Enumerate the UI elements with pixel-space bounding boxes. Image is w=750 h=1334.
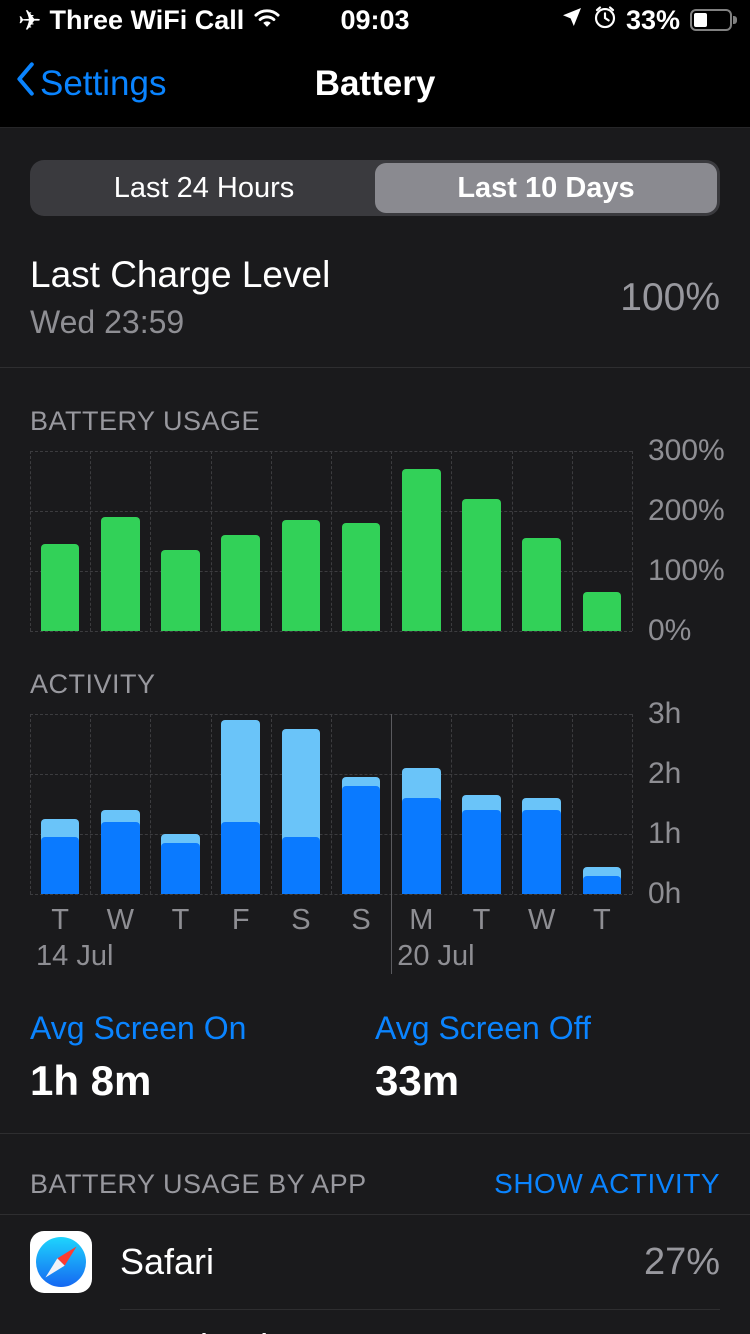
status-left: ✈ Three WiFi Call <box>18 4 375 37</box>
usage-by-app-title: BATTERY USAGE BY APP <box>30 1169 367 1199</box>
chart-bar-W-1[interactable] <box>101 822 140 894</box>
last-charge-title: Last Charge Level <box>30 254 331 295</box>
app-texts: Safari <box>120 1241 644 1283</box>
segment-last-24-hours[interactable]: Last 24 Hours <box>113 171 295 204</box>
x-tick-label: S <box>351 904 371 936</box>
battery-usage-yaxis: 300% 200% 100% 0% <box>632 434 725 647</box>
carrier-label: Three WiFi Call <box>49 4 245 35</box>
avg-screen-on-label: Avg Screen On <box>30 1010 247 1046</box>
chart-bar-S-4[interactable] <box>281 520 321 631</box>
date-label: 20 Jul <box>397 940 475 972</box>
chart-bar-W-8[interactable] <box>522 538 561 631</box>
chart-bar-S-5[interactable] <box>341 786 381 894</box>
app-texts: Facebook Notifications <box>120 1326 644 1334</box>
battery-usage-plot <box>30 451 633 632</box>
avg-screen-off-label: Avg Screen Off <box>375 1010 591 1046</box>
alarm-icon <box>592 4 618 37</box>
divider <box>0 1133 750 1134</box>
chart-bar-W-8[interactable] <box>522 810 561 894</box>
y-tick-label: 0h <box>648 877 682 910</box>
chart-bar-T-9[interactable] <box>582 876 622 894</box>
x-tick-label: M <box>409 904 434 936</box>
chart-bar-T-7[interactable] <box>462 499 501 631</box>
battery-usage-header: BATTERY USAGE <box>30 406 261 436</box>
segment-last-10-days[interactable]: Last 10 Days <box>375 163 717 213</box>
divider <box>0 367 750 368</box>
divider <box>0 1214 750 1215</box>
y-tick-label: 2h <box>648 757 682 790</box>
activity-date-labels: 14 Jul 20 Jul <box>30 938 632 980</box>
status-right: 33% <box>375 4 737 37</box>
chart-bar-F-3[interactable] <box>221 822 260 894</box>
activity-chart: T W T F S S M T W T 14 Jul 20 Jul 3h 2h 1h 0h <box>30 697 720 980</box>
safari-icon <box>30 1231 92 1293</box>
avg-screen-on: Avg Screen On 1h 8m <box>30 1010 375 1105</box>
y-tick-label: 0% <box>648 614 692 647</box>
chart-bar-M-6[interactable] <box>402 469 441 631</box>
chart-bar-F-3[interactable] <box>221 535 260 631</box>
chart-bar-T-9[interactable] <box>582 592 622 631</box>
wifi-icon <box>252 5 282 36</box>
y-tick-label: 200% <box>648 494 725 527</box>
battery-icon <box>690 9 737 31</box>
chart-bar-T-0[interactable] <box>40 544 80 631</box>
chart-bar-T-2[interactable] <box>161 843 200 894</box>
battery-usage-chart: 300% 200% 100% 0% <box>30 434 725 647</box>
chart-bar-T-7[interactable] <box>462 810 501 894</box>
x-tick-label: T <box>472 904 491 936</box>
content: Last 24 Hours Last 10 Days Last Charge L… <box>0 160 750 1334</box>
chart-bar-M-6[interactable] <box>402 798 441 894</box>
battery-percent-label: 33% <box>625 4 680 35</box>
x-tick-label: F <box>231 904 250 936</box>
y-tick-label: 300% <box>648 434 725 467</box>
chart-bar-W-1[interactable] <box>101 517 140 631</box>
last-charge-value: 100% <box>620 275 720 319</box>
averages-row: Avg Screen On 1h 8m Avg Screen Off 33m <box>30 1010 720 1133</box>
avg-screen-off-value: 33m <box>375 1057 460 1104</box>
x-tick-label: T <box>593 904 611 936</box>
y-tick-label: 3h <box>648 697 682 730</box>
divider <box>120 1309 720 1310</box>
activity-plot <box>30 714 633 895</box>
activity-header: ACTIVITY <box>30 669 156 699</box>
x-tick-label: S <box>291 904 311 936</box>
y-tick-label: 100% <box>648 554 725 587</box>
last-charge-row: Last Charge Level Wed 23:59 100% <box>30 254 720 367</box>
x-tick-label: T <box>51 904 69 936</box>
app-name: Facebook <box>120 1326 644 1334</box>
last-charge-texts: Last Charge Level Wed 23:59 <box>30 254 330 341</box>
app-name: Safari <box>120 1241 215 1282</box>
avg-screen-off: Avg Screen Off 33m <box>375 1010 720 1105</box>
x-tick-label: T <box>171 904 190 936</box>
time-range-segmented-control: Last 24 Hours Last 10 Days <box>30 160 720 216</box>
x-tick-label: W <box>106 904 134 936</box>
usage-by-app-header-row: BATTERY USAGE BY APP SHOW ACTIVITY <box>30 1168 720 1214</box>
chart-bar-S-5[interactable] <box>341 523 381 631</box>
show-activity-button[interactable]: SHOW ACTIVITY <box>494 1168 720 1199</box>
app-percent: 27% <box>643 1240 720 1283</box>
activity-yaxis: 3h 2h 1h 0h <box>632 697 720 910</box>
last-charge-subtitle: Wed 23:59 <box>30 304 185 340</box>
page-title: Battery <box>314 63 436 103</box>
back-button[interactable]: Settings <box>0 61 166 106</box>
chart-bar-S-4[interactable] <box>281 837 321 894</box>
app-row-safari[interactable]: Safari 27% <box>30 1215 720 1309</box>
location-arrow-icon <box>560 5 584 36</box>
nav-bar: Settings Battery <box>0 40 750 128</box>
back-label: Settings <box>40 63 167 103</box>
week-boundary-line <box>391 714 393 974</box>
chart-bar-T-2[interactable] <box>161 550 200 631</box>
status-bar: ✈ Three WiFi Call 09:03 <box>0 0 750 40</box>
back-chevron-icon <box>14 61 36 106</box>
y-tick-label: 1h <box>648 817 682 850</box>
chart-bar-T-0[interactable] <box>40 837 80 894</box>
airplane-icon: ✈ <box>18 4 42 36</box>
date-label: 14 Jul <box>36 940 114 972</box>
avg-screen-on-value: 1h 8m <box>30 1057 152 1104</box>
x-tick-label: W <box>528 904 556 936</box>
app-row-facebook[interactable]: f Facebook Notifications 12% <box>30 1310 720 1334</box>
